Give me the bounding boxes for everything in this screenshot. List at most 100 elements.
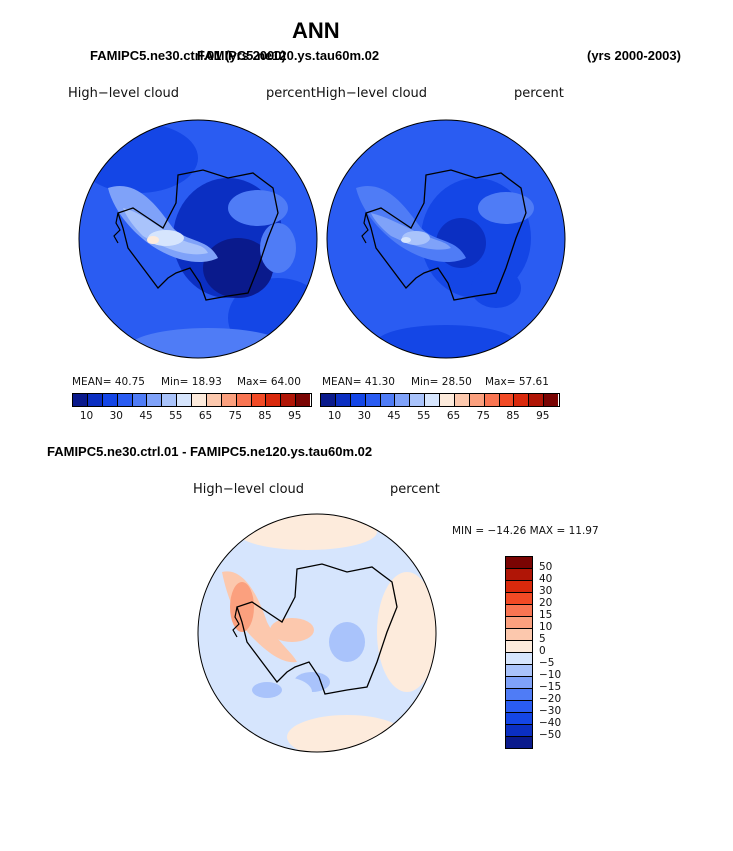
diff-title: FAMIPC5.ne30.ctrl.01 - FAMIPC5.ne120.ys.… (47, 444, 373, 459)
colorbar-swatch (506, 665, 532, 677)
panel2-polar-map (326, 119, 566, 359)
panel2-max: Max= 57.61 (485, 376, 549, 388)
colorbar-swatch (506, 581, 532, 593)
colorbar-swatch (499, 394, 515, 406)
diff-polar-map (197, 513, 437, 753)
panel1-mean: MEAN= 40.75 (72, 376, 145, 388)
colorbar-swatch (506, 713, 532, 725)
colorbar-swatch (544, 394, 558, 406)
colorbar-swatch (454, 394, 470, 406)
panel2-min: Min= 28.50 (411, 376, 472, 388)
colorbar-level-label: 0 (539, 645, 546, 657)
colorbar-swatch (395, 394, 411, 406)
colorbar-swatch (281, 394, 297, 406)
colorbar-swatch (117, 394, 133, 406)
colorbar-swatch (506, 701, 532, 713)
colorbar-level-label: 15 (539, 609, 553, 621)
colorbar-tick-label: 45 (387, 410, 401, 422)
colorbar-level-label: 50 (539, 561, 553, 573)
colorbar-swatch (506, 629, 532, 641)
colorbar-tick-label: 10 (79, 410, 94, 422)
colorbar-swatch (440, 394, 455, 406)
colorbar-swatch (147, 394, 163, 406)
colorbar-level-label: −10 (539, 669, 562, 681)
panel1-max: Max= 64.00 (237, 376, 301, 388)
diff-minmax: MIN = −14.26 MAX = 11.97 (452, 525, 599, 537)
colorbar-tick-label: 95 (288, 410, 302, 422)
colorbar-swatch (102, 394, 118, 406)
colorbar-tick-label: 85 (258, 410, 272, 422)
colorbar-swatch (87, 394, 103, 406)
colorbar-tick-label: 55 (417, 410, 431, 422)
colorbar-swatch (506, 677, 532, 689)
colorbar-swatch (506, 569, 532, 581)
colorbar-tick-label: 10 (327, 410, 342, 422)
figure-title: ANN (292, 18, 340, 43)
colorbar-tick-label: 65 (198, 410, 213, 422)
colorbar-swatch (335, 394, 351, 406)
colorbar-level-label: −50 (539, 729, 562, 741)
colorbar-tick-label: 30 (109, 410, 123, 422)
panel2-var-label: High−level cloud (316, 86, 428, 101)
colorbar-level-label: 30 (539, 585, 553, 597)
colorbar-swatch (506, 725, 532, 737)
colorbar-swatch (350, 394, 366, 406)
colorbar-swatch (484, 394, 500, 406)
colorbar-level-label: −5 (539, 657, 555, 669)
colorbar-level-label: −15 (539, 681, 562, 693)
colorbar-tick-label: 75 (228, 410, 242, 422)
diff-colorbar (505, 556, 533, 749)
colorbar-level-label: 5 (539, 633, 546, 645)
colorbar-swatch (380, 394, 396, 406)
colorbar-tick-label: 30 (357, 410, 371, 422)
colorbar-tick-label: 95 (536, 410, 550, 422)
diff-units: percent (390, 482, 440, 497)
colorbar-swatch (506, 557, 532, 569)
colorbar-level-label: 10 (539, 621, 553, 633)
colorbar-tick-label: 75 (476, 410, 490, 422)
panel1-units: percent (266, 86, 316, 101)
colorbar-tick-label: 65 (446, 410, 461, 422)
case-label-left-2: FAMIPC5.ne120.ys.tau60m.02 (197, 48, 380, 63)
panel1-colorbar (72, 393, 312, 407)
case-label-right: (yrs 2000-2003) (587, 48, 681, 63)
panel1-polar-map (78, 119, 318, 359)
colorbar-swatch (469, 394, 485, 406)
panel1-min: Min= 18.93 (161, 376, 222, 388)
case-label-left-1: FAMIPC5.ne30.ctrl.01 (yrs 2000) (90, 48, 286, 63)
colorbar-swatch (425, 394, 440, 406)
colorbar-swatch (236, 394, 252, 406)
diff-var-label: High−level cloud (193, 482, 305, 497)
colorbar-swatch (365, 394, 381, 406)
colorbar-swatch (73, 394, 88, 406)
colorbar-swatch (506, 593, 532, 605)
colorbar-swatch (506, 605, 532, 617)
colorbar-level-label: −30 (539, 705, 562, 717)
colorbar-level-label: 20 (539, 597, 553, 609)
colorbar-level-label: −20 (539, 693, 562, 705)
panel2-units: percent (514, 86, 564, 101)
panel1-var-label: High−level cloud (68, 86, 180, 101)
colorbar-swatch (321, 394, 336, 406)
colorbar-swatch (192, 394, 207, 406)
colorbar-swatch (221, 394, 237, 406)
colorbar-swatch (177, 394, 192, 406)
panel2-colorbar (320, 393, 560, 407)
colorbar-swatch (410, 394, 426, 406)
colorbar-tick-label: 85 (506, 410, 520, 422)
colorbar-swatch (506, 689, 532, 701)
colorbar-swatch (132, 394, 148, 406)
panel2-mean: MEAN= 41.30 (322, 376, 395, 388)
colorbar-swatch (251, 394, 267, 406)
colorbar-swatch (266, 394, 282, 406)
colorbar-swatch (529, 394, 545, 406)
colorbar-swatch (506, 617, 532, 629)
colorbar-level-label: 40 (539, 573, 553, 585)
colorbar-swatch (506, 653, 532, 665)
colorbar-swatch (296, 394, 310, 406)
colorbar-tick-label: 55 (169, 410, 183, 422)
colorbar-tick-label: 45 (139, 410, 153, 422)
colorbar-swatch (506, 737, 532, 748)
colorbar-swatch (514, 394, 530, 406)
colorbar-swatch (162, 394, 178, 406)
